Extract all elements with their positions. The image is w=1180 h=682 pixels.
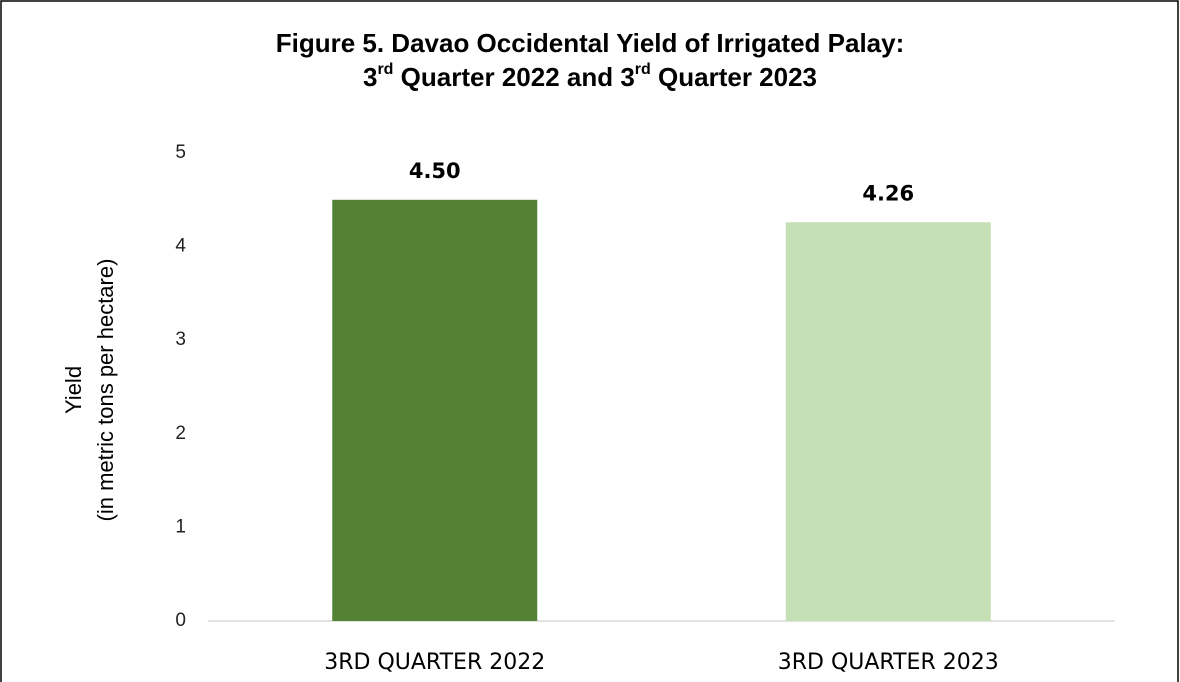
y-axis-label: Yield [61, 366, 86, 414]
y-tick-label: 1 [175, 516, 186, 537]
y-axis-label: (in metric tons per hectare) [93, 259, 118, 522]
chart-title: 3rd Quarter 2022 and 3rd Quarter 2023 [363, 61, 817, 92]
chart-title: Figure 5. Davao Occidental Yield of Irri… [276, 28, 905, 58]
x-tick-label: 3RD QUARTER 2022 [324, 650, 545, 675]
data-label: 4.50 [409, 159, 461, 183]
y-tick-label: 5 [175, 142, 186, 163]
bar [332, 199, 538, 622]
bar [785, 222, 991, 621]
data-label: 4.26 [862, 181, 914, 205]
y-tick-label: 2 [175, 423, 186, 444]
y-tick-label: 0 [175, 610, 186, 631]
x-tick-label: 3RD QUARTER 2023 [778, 650, 999, 675]
y-tick-label: 3 [175, 329, 186, 350]
y-tick-label: 4 [175, 236, 186, 257]
